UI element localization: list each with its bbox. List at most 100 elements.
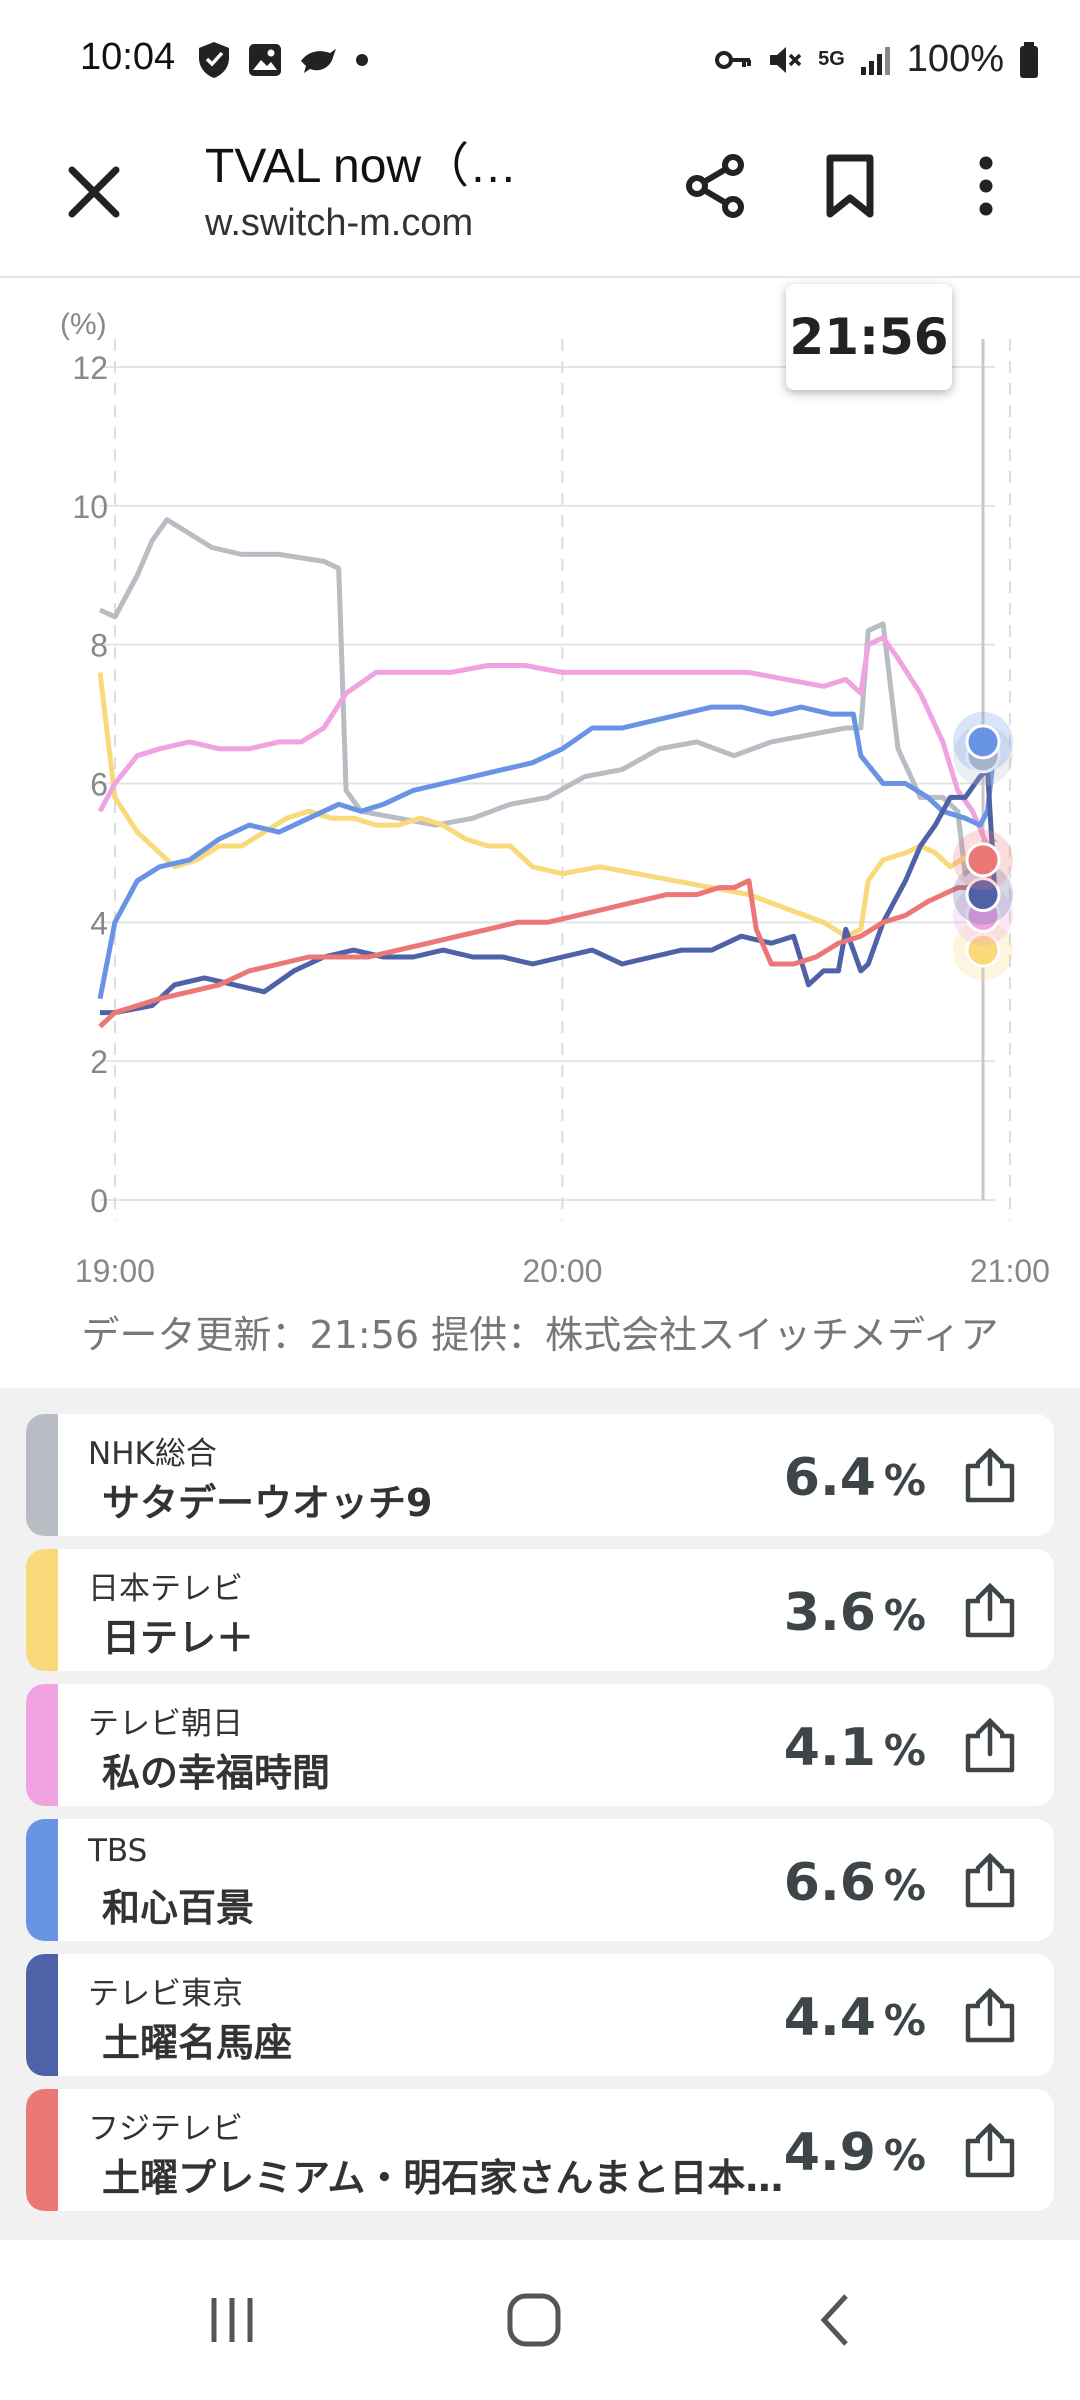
rating-number: 4.9 xyxy=(783,2123,876,2183)
dot-icon xyxy=(356,54,368,66)
share-program-button[interactable] xyxy=(962,1987,1018,2044)
series-line xyxy=(97,672,995,939)
browser-toolbar: TVAL now（… w.switch-m.com xyxy=(0,120,1080,278)
rating-unit: % xyxy=(883,1726,926,1775)
recents-button[interactable] xyxy=(192,2280,272,2360)
endpoint-dot xyxy=(965,877,1001,913)
share-program-button[interactable] xyxy=(962,1717,1018,1774)
share-program-button[interactable] xyxy=(962,1582,1018,1639)
status-time: 10:04 xyxy=(80,36,176,78)
chart-endpoints xyxy=(953,711,1013,981)
bookmark-button[interactable] xyxy=(810,146,890,226)
series-line xyxy=(97,704,998,1000)
bird-icon xyxy=(301,49,336,73)
home-icon xyxy=(507,2293,561,2347)
rating-unit: % xyxy=(883,1591,926,1640)
y-tick-label: 8 xyxy=(90,628,108,664)
rating-number: 4.1 xyxy=(783,1718,876,1778)
endpoint-dot xyxy=(965,932,1001,968)
channel-card[interactable]: TBS 和心百景 6.6% xyxy=(26,1819,1054,1941)
close-icon xyxy=(68,166,120,218)
share-icon xyxy=(686,154,744,218)
program-title: 土曜プレミアム・明石家さんまと日本人の幸福時間 xyxy=(102,2156,802,2200)
share-program-button[interactable] xyxy=(962,1852,1018,1909)
rating-unit: % xyxy=(883,1996,926,2045)
channel-name: テレビ東京 xyxy=(88,1976,243,2012)
rating-value: 3.6% xyxy=(784,1583,926,1643)
channel-card[interactable]: NHK総合サタデーウオッチ9 6.4% xyxy=(26,1414,1054,1536)
image-icon xyxy=(249,44,281,76)
program-title: 私の幸福時間 xyxy=(102,1751,331,1795)
series-line xyxy=(100,767,998,1016)
y-tick-label: 10 xyxy=(72,489,108,525)
more-icon xyxy=(979,156,993,216)
share-up-icon xyxy=(965,2122,1015,2178)
channel-card[interactable]: テレビ東京 土曜名馬座 4.4% xyxy=(26,1954,1054,2076)
network-type: 5G xyxy=(818,48,845,70)
share-up-icon xyxy=(965,1852,1015,1908)
chart-series xyxy=(97,517,998,1029)
rating-unit: % xyxy=(883,2131,926,2180)
endpoint-dot xyxy=(965,724,1001,760)
x-tick-label: 19:00 xyxy=(75,1253,155,1289)
y-axis: 0 2 4 6 8 10 12 xyxy=(72,350,108,1219)
program-title: 和心百景 xyxy=(102,1886,255,1930)
series-line xyxy=(98,517,997,877)
channel-card[interactable]: テレビ朝日私の幸福時間 4.1% xyxy=(26,1684,1054,1806)
y-tick-label: 2 xyxy=(90,1044,108,1080)
viewership-chart[interactable]: (%) 0 2 4 6 8 10 12 19:00 20:00 21:00 xyxy=(0,280,1080,1390)
program-title: サタデーウオッチ9 xyxy=(102,1481,433,1525)
share-button[interactable] xyxy=(676,146,756,226)
rating-value: 4.4% xyxy=(784,1988,926,2048)
rating-unit: % xyxy=(883,1456,926,1505)
page-url: w.switch-m.com xyxy=(205,202,474,244)
share-up-icon xyxy=(965,1582,1015,1638)
share-up-icon xyxy=(965,1717,1015,1773)
chart-grid xyxy=(100,339,1011,1220)
share-program-button[interactable] xyxy=(962,1447,1018,1504)
x-tick-label: 20:00 xyxy=(522,1253,602,1289)
data-updated-text: データ更新：21:56 提供：株式会社スイッチメディア xyxy=(81,1313,999,1357)
rating-number: 6.6 xyxy=(783,1853,876,1913)
battery-icon xyxy=(1020,41,1038,78)
status-bar: 10:04 5G 100% xyxy=(0,0,1080,120)
channel-name: フジテレビ xyxy=(88,2111,243,2147)
series-line xyxy=(97,635,998,895)
channel-name: 日本テレビ xyxy=(88,1571,243,1607)
share-up-icon xyxy=(965,1987,1015,2043)
channel-list: NHK総合 サタデーウオッチ9 6.4% 日本テレビ 日テレ＋ 3.6% テレビ朝日 私の幸福… xyxy=(0,1388,1080,2240)
channel-color-bar xyxy=(26,1414,58,1536)
bookmark-icon xyxy=(826,154,874,218)
channel-color-bar xyxy=(26,2089,58,2211)
signal-icon xyxy=(860,46,890,75)
channel-color-bar xyxy=(26,1549,58,1671)
rating-number: 4.4 xyxy=(783,1988,876,2048)
rating-number: 6.4 xyxy=(783,1448,876,1508)
channel-color-bar xyxy=(26,1684,58,1806)
rating-value: 6.4% xyxy=(784,1448,926,1508)
channel-color-bar xyxy=(26,1954,58,2076)
channel-name: NHK総合 xyxy=(88,1436,217,1472)
channel-name: TBS xyxy=(88,1833,148,1869)
share-up-icon xyxy=(965,1447,1015,1503)
shield-icon xyxy=(199,42,229,78)
channel-card[interactable]: 日本テレビ 日テレ＋ 3.6% xyxy=(26,1549,1054,1671)
endpoint-dot xyxy=(965,842,1001,878)
system-nav-bar xyxy=(0,2240,1080,2400)
x-tick-label: 21:00 xyxy=(970,1253,1050,1289)
y-tick-label: 4 xyxy=(90,905,108,941)
y-tick-label: 0 xyxy=(90,1183,108,1219)
rating-unit: % xyxy=(883,1861,926,1910)
channel-name: テレビ朝日 xyxy=(88,1706,243,1742)
more-button[interactable] xyxy=(946,146,1026,226)
battery-text: 100% xyxy=(906,38,1004,80)
mute-icon xyxy=(770,46,802,73)
page-title: TVAL now（… xyxy=(205,140,518,193)
y-tick-label: 12 xyxy=(72,350,108,386)
back-button[interactable] xyxy=(798,2280,878,2360)
share-program-button[interactable] xyxy=(962,2122,1018,2179)
y-unit-label: (%) xyxy=(60,308,107,341)
home-button[interactable] xyxy=(494,2280,574,2360)
close-button[interactable] xyxy=(58,156,130,228)
